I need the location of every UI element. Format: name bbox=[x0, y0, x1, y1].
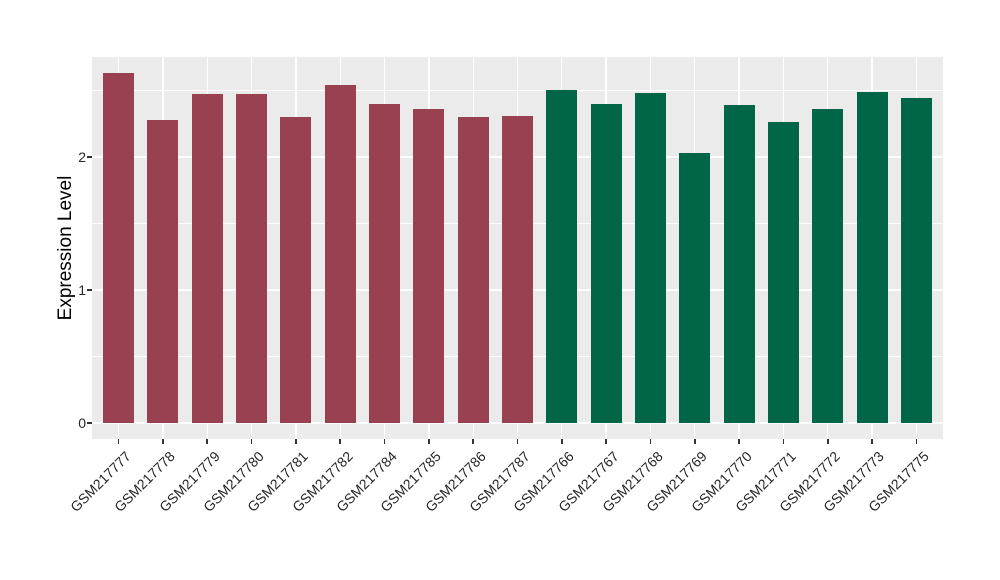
bar bbox=[502, 115, 533, 424]
x-tick-mark bbox=[561, 439, 563, 444]
x-tick-mark bbox=[339, 439, 341, 444]
bar bbox=[634, 92, 666, 423]
bar bbox=[900, 98, 932, 424]
bar bbox=[767, 122, 799, 424]
bar bbox=[812, 108, 844, 424]
bar bbox=[369, 103, 401, 424]
x-tick-mark bbox=[871, 439, 873, 444]
bar bbox=[546, 90, 578, 424]
bar bbox=[324, 84, 356, 423]
bar bbox=[679, 152, 711, 424]
bar bbox=[147, 119, 179, 424]
x-tick-mark bbox=[295, 439, 297, 444]
x-tick-mark bbox=[605, 439, 607, 444]
bar bbox=[103, 72, 135, 424]
bar bbox=[856, 91, 888, 423]
x-tick-mark bbox=[428, 439, 430, 444]
x-tick-mark bbox=[162, 439, 164, 444]
y-tick-mark bbox=[87, 289, 92, 291]
bar bbox=[723, 104, 755, 424]
plot-panel bbox=[92, 57, 943, 439]
bar bbox=[191, 94, 223, 424]
x-tick-mark bbox=[383, 439, 386, 444]
y-axis-title: Expression Level bbox=[55, 175, 76, 321]
x-tick-mark bbox=[915, 439, 918, 444]
x-tick-mark bbox=[206, 439, 208, 444]
x-tick-mark bbox=[827, 439, 829, 444]
y-tick-label: 1 bbox=[78, 281, 86, 298]
bar bbox=[280, 116, 312, 424]
x-tick-mark bbox=[117, 439, 120, 444]
bar bbox=[236, 94, 268, 424]
bar bbox=[590, 103, 622, 424]
x-tick-mark bbox=[472, 439, 474, 444]
y-tick-mark bbox=[87, 422, 92, 424]
y-tick-mark bbox=[87, 156, 92, 158]
bar bbox=[413, 108, 445, 424]
x-tick-mark bbox=[694, 439, 696, 444]
x-tick-mark bbox=[782, 439, 785, 444]
bar bbox=[457, 116, 489, 424]
x-tick-mark bbox=[250, 439, 253, 444]
y-tick-label: 0 bbox=[78, 415, 86, 432]
x-tick-mark bbox=[516, 439, 519, 444]
x-tick-mark bbox=[649, 439, 652, 444]
y-tick-label: 2 bbox=[78, 148, 86, 165]
x-tick-mark bbox=[738, 439, 740, 444]
